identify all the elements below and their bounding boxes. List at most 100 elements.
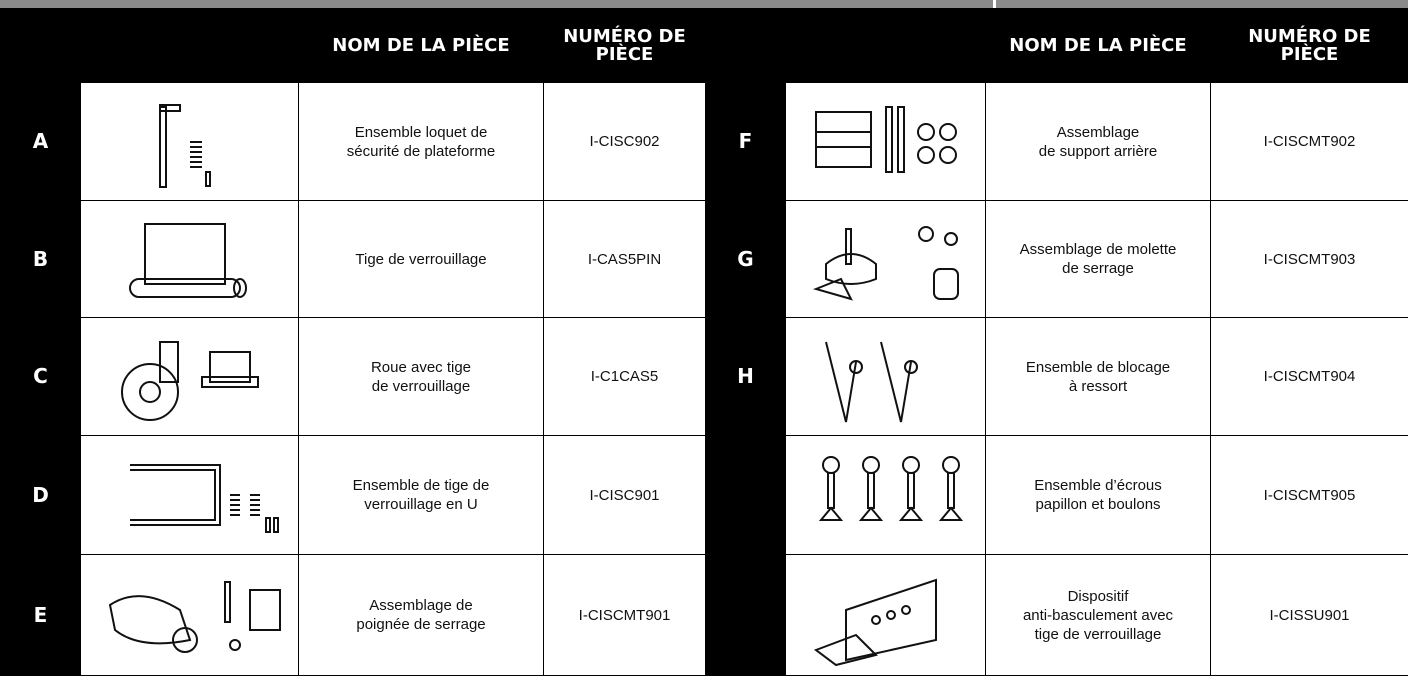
part-name: Ensemble de blocage à ressort xyxy=(985,317,1211,436)
text-line: de serrage xyxy=(1062,260,1134,277)
part-letter: B xyxy=(0,200,81,318)
drawing-shape xyxy=(208,350,251,383)
part-name: Roue avec tige de verrouillage xyxy=(298,317,544,436)
drawing-shape xyxy=(942,456,960,474)
drawing-shape xyxy=(813,633,878,667)
drawing-shape xyxy=(825,341,857,422)
drawing-shape xyxy=(944,232,958,246)
drawing-shape xyxy=(898,456,924,521)
part-illustration xyxy=(120,340,259,421)
text-line: Ensemble de blocage xyxy=(1025,358,1171,376)
part-name: Ensemble d’écrous papillon et boulons xyxy=(985,435,1211,555)
part-number: I-C1CAS5 xyxy=(543,317,706,436)
text-line: anti-basculement avec xyxy=(1022,606,1174,624)
drawing-shape xyxy=(858,456,884,521)
part-illustration xyxy=(825,341,918,422)
drawing-shape xyxy=(129,469,216,521)
drawing-shape xyxy=(871,615,881,625)
text-line: à ressort xyxy=(1068,377,1128,395)
drawing-shape xyxy=(845,578,937,662)
text-line: Assemblage de xyxy=(369,597,473,614)
text-line: NUMÉRO DE xyxy=(1248,25,1371,47)
part-name: Tige de verrouillage xyxy=(298,200,544,318)
drawing-shape xyxy=(867,472,875,509)
part-row: A Ensemble loquet de sécurité de plateform… xyxy=(0,82,1408,201)
part-number: I-CISCMT904 xyxy=(1210,317,1408,436)
text-line: NUMÉRO DE xyxy=(563,25,686,47)
header-row: NOM DE LA PIÈCE NUMÉRO DE PIÈCE NOM DE LA P… xyxy=(0,8,1408,83)
text-line: sécurité de plateforme xyxy=(346,142,496,160)
part-illustration xyxy=(108,581,281,653)
drawing-shape xyxy=(898,506,924,521)
part-image xyxy=(80,82,299,201)
part-name: Assemblage de support arrière xyxy=(985,82,1211,201)
part-row: E Assemblage de poignée de serrage I-CISCMT… xyxy=(0,554,1408,676)
drawing-shape xyxy=(818,506,844,521)
text-line: Tige de verrouillage xyxy=(355,250,487,268)
drawing-shape xyxy=(858,506,884,521)
part-illustration xyxy=(815,105,957,173)
part-name: Ensemble de tige de verrouillage en U xyxy=(298,435,544,555)
part-image xyxy=(785,82,986,201)
drawing-shape xyxy=(827,472,835,509)
part-image xyxy=(785,435,986,555)
drawing-shape xyxy=(232,278,247,298)
part-letter: F xyxy=(705,82,786,201)
drawing-shape xyxy=(885,105,893,173)
drawing-shape xyxy=(918,226,934,242)
drawing-shape xyxy=(917,122,935,141)
image-header xyxy=(785,8,986,83)
drawing-shape xyxy=(812,277,853,301)
drawing-shape xyxy=(200,375,259,388)
drawing-shape xyxy=(907,472,915,509)
drawing-shape xyxy=(845,228,852,265)
part-name: Assemblage de poignée de serrage xyxy=(298,554,544,676)
part-letter xyxy=(705,554,786,676)
drawing-shape xyxy=(939,122,957,141)
drawing-shape xyxy=(143,223,226,285)
part-letter: A xyxy=(0,82,81,201)
text-line: PIÈCE xyxy=(595,43,654,65)
part-letter: D xyxy=(0,435,81,555)
text-line: tige de verrouillage xyxy=(1034,625,1162,643)
drawing-shape xyxy=(849,359,863,374)
part-illustration xyxy=(128,223,247,298)
strip-divider xyxy=(993,0,996,8)
drawing-shape xyxy=(189,140,202,168)
part-letter xyxy=(705,435,786,555)
drawing-shape xyxy=(158,105,167,188)
part-image xyxy=(785,200,986,318)
drawing-shape xyxy=(862,456,880,474)
text-line: verrouillage en U xyxy=(364,496,478,513)
text-line: de support arrière xyxy=(1038,142,1158,160)
drawing-shape xyxy=(822,456,840,474)
part-name: Assemblage de molette de serrage xyxy=(985,200,1211,318)
text-line: Assemblage xyxy=(1056,123,1140,141)
drawing-shape xyxy=(902,456,920,474)
part-image xyxy=(80,435,299,555)
drawing-shape xyxy=(904,359,918,374)
text-line: Ensemble loquet de xyxy=(354,123,488,141)
part-name: Dispositif anti-basculement avec tige de v… xyxy=(985,554,1211,676)
part-letter: C xyxy=(0,317,81,436)
drawing-shape xyxy=(938,506,964,521)
part-number: I-CISC902 xyxy=(543,82,706,201)
drawing-shape xyxy=(947,472,955,509)
part-illustration xyxy=(812,226,959,301)
text-line: papillon et boulons xyxy=(1035,496,1161,513)
part-image xyxy=(80,200,299,318)
drawing-shape xyxy=(815,130,872,148)
name-header: NOM DE LA PIÈCE xyxy=(985,8,1211,83)
drawing-shape xyxy=(223,581,231,623)
drawing-shape xyxy=(108,595,191,645)
top-strip xyxy=(0,0,1408,8)
drawing-shape xyxy=(158,340,179,383)
drawing-shape xyxy=(825,253,877,285)
parts-table: NOM DE LA PIÈCE NUMÉRO DE PIÈCE NOM DE LA P… xyxy=(0,8,1408,676)
drawing-shape xyxy=(886,610,896,620)
drawing-shape xyxy=(228,639,241,651)
drawing-shape xyxy=(938,456,964,521)
text-line: Dispositif xyxy=(1067,587,1129,605)
part-letter: G xyxy=(705,200,786,318)
part-image xyxy=(785,554,986,676)
